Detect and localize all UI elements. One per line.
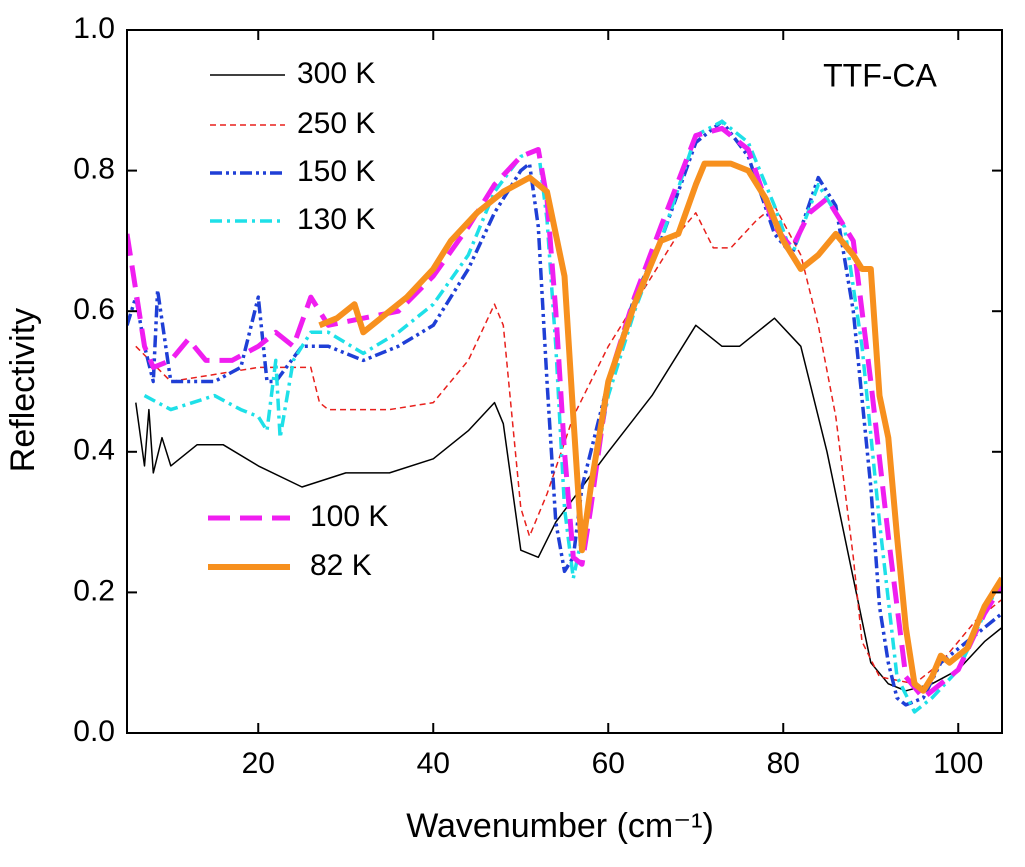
- legend-label: 250 K: [297, 107, 375, 140]
- x-tick-label: 80: [767, 747, 800, 780]
- y-tick-label: 0.6: [73, 293, 115, 326]
- legend-label: 300 K: [297, 57, 375, 90]
- x-axis-label: Wavenumber (cm⁻¹): [406, 807, 714, 845]
- y-axis-label: Reflectivity: [4, 308, 42, 472]
- x-tick-label: 60: [592, 747, 625, 780]
- plot-frame: [126, 29, 1003, 734]
- y-tick-label: 0.4: [73, 434, 115, 467]
- plot-area: [127, 119, 1002, 714]
- x-tick-label: 20: [242, 747, 275, 780]
- annotation: TTF-CA: [823, 57, 937, 93]
- legend-label: 82 K: [310, 549, 372, 582]
- series-line: [127, 125, 1002, 701]
- y-tick-label: 0.0: [73, 715, 115, 748]
- series-line: [127, 119, 1002, 707]
- series-line: [318, 160, 1002, 694]
- legend-label: 150 K: [297, 155, 375, 188]
- legend-label: 130 K: [297, 203, 375, 236]
- x-tick-label: 40: [417, 747, 450, 780]
- x-tick-label: 100: [933, 747, 983, 780]
- y-tick-label: 0.2: [73, 574, 115, 607]
- legend-label: 100 K: [310, 500, 388, 533]
- y-tick-label: 1.0: [73, 12, 115, 45]
- y-tick-label: 0.8: [73, 153, 115, 186]
